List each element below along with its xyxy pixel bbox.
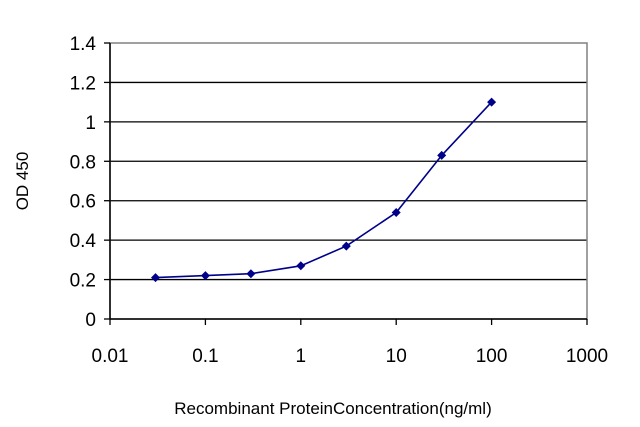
y-tick-label-7: 1.4 bbox=[70, 34, 97, 55]
data-point-0-5 bbox=[391, 208, 401, 217]
x-tick-label-2: 1 bbox=[296, 346, 307, 367]
y-axis-title: OD 450 bbox=[13, 152, 32, 211]
data-point-0-3 bbox=[296, 261, 306, 271]
y-tick-label-3: 0.6 bbox=[70, 192, 96, 213]
x-tick-label-4: 100 bbox=[476, 346, 508, 367]
x-tick-labels: 0.01 0.1 1 10 100 1000 bbox=[92, 346, 609, 367]
x-axis-title: Recombinant ProteinConcentration(ng/ml) bbox=[174, 399, 492, 418]
x-tick-label-1: 0.1 bbox=[192, 346, 218, 367]
data-point-0-2 bbox=[246, 269, 256, 279]
data-point-0-1 bbox=[200, 271, 210, 281]
grid-layer bbox=[110, 81, 587, 281]
y-tick-labels: 0 0.2 0.4 0.6 0.8 1 1.2 1.4 bbox=[70, 34, 97, 331]
series-layer bbox=[151, 97, 497, 283]
data-point-0-4 bbox=[341, 241, 351, 251]
data-point-0-0 bbox=[151, 273, 160, 283]
y-tick-label-0: 0 bbox=[85, 310, 96, 331]
x-tick-label-0: 0.01 bbox=[92, 346, 129, 367]
x-tick-label-3: 10 bbox=[386, 346, 407, 367]
data-point-0-7 bbox=[487, 97, 497, 107]
y-tick-label-1: 0.2 bbox=[70, 271, 96, 292]
data-point-0-6 bbox=[437, 150, 447, 160]
series-line-0 bbox=[155, 101, 493, 279]
y-tick-label-4: 0.8 bbox=[70, 152, 96, 173]
x-tick-label-5: 1000 bbox=[566, 346, 608, 367]
y-tick-label-2: 0.4 bbox=[70, 231, 97, 252]
plot-area-frame bbox=[109, 42, 588, 320]
y-tick-label-6: 1.2 bbox=[70, 73, 96, 94]
y-tick-label-5: 1 bbox=[85, 113, 96, 134]
axis-layer bbox=[104, 42, 588, 325]
